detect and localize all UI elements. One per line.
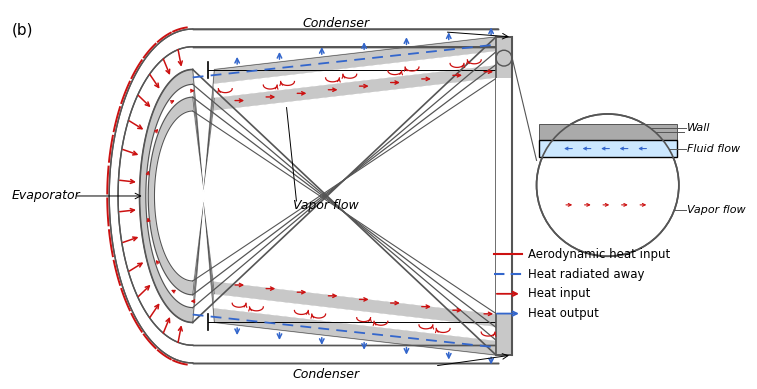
Text: Heat output: Heat output [528, 307, 599, 320]
FancyBboxPatch shape [538, 140, 677, 158]
Text: Heat radiated away: Heat radiated away [528, 268, 644, 280]
Polygon shape [214, 295, 496, 340]
Text: Evaporator: Evaporator [12, 189, 80, 203]
Text: Heat input: Heat input [528, 287, 590, 300]
Bar [496, 79, 512, 314]
Text: Fluid flow: Fluid flow [687, 144, 740, 154]
Text: Vapor flow: Vapor flow [687, 205, 746, 215]
Text: (b): (b) [12, 22, 33, 37]
Bar [496, 37, 512, 355]
Polygon shape [214, 52, 496, 97]
Polygon shape [146, 84, 193, 308]
Polygon shape [148, 65, 496, 328]
Polygon shape [139, 37, 496, 355]
Text: Wall: Wall [687, 123, 710, 133]
Text: Condenser: Condenser [292, 368, 360, 381]
Text: Vapor flow: Vapor flow [293, 200, 359, 212]
Text: Condenser: Condenser [302, 17, 369, 30]
Polygon shape [154, 79, 496, 314]
Text: Aerodynamic heat input: Aerodynamic heat input [528, 248, 670, 261]
FancyBboxPatch shape [538, 124, 677, 140]
Polygon shape [139, 37, 496, 355]
Circle shape [537, 114, 679, 256]
